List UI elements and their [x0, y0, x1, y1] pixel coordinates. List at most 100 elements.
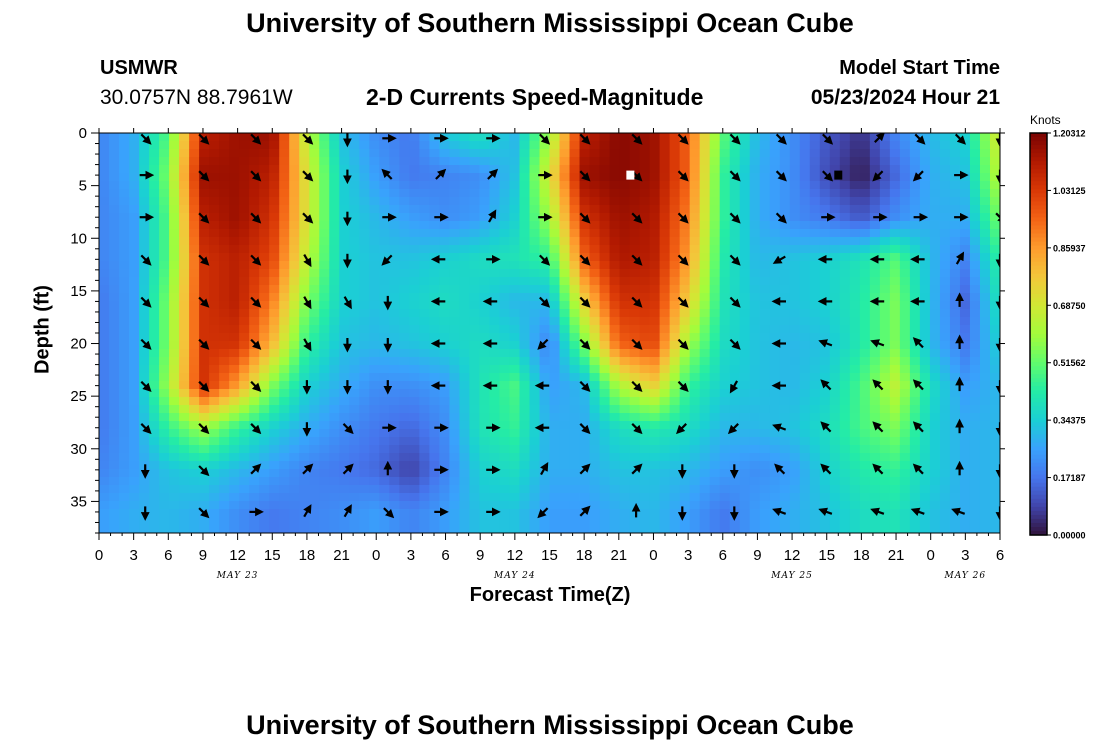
heatmap-cell — [929, 237, 941, 246]
heatmap-cell — [469, 397, 481, 406]
heatmap-cell — [689, 205, 701, 214]
heatmap-cell — [489, 357, 501, 366]
heatmap-cell — [109, 141, 120, 150]
heatmap-cell — [419, 205, 430, 214]
x-tick-label: 12 — [229, 547, 246, 564]
heatmap-cell — [699, 285, 711, 294]
heatmap-cell — [429, 501, 440, 510]
heatmap-cell — [899, 405, 911, 414]
heatmap-cell — [769, 261, 781, 270]
heatmap-cell — [719, 157, 731, 166]
heatmap-cell — [679, 197, 691, 206]
heatmap-cell — [189, 237, 200, 246]
heatmap-cell — [799, 405, 811, 414]
heatmap-cell — [529, 445, 541, 454]
heatmap-cell — [939, 501, 951, 510]
heatmap-cell — [579, 309, 591, 318]
heatmap-cell — [119, 525, 130, 533]
heatmap-cell — [249, 461, 260, 470]
heatmap-cell — [329, 197, 340, 206]
heatmap-cell — [129, 485, 140, 494]
heatmap-cell — [689, 341, 701, 350]
heatmap-cell — [919, 253, 931, 262]
heatmap-cell — [209, 197, 220, 206]
heatmap-cell — [979, 261, 991, 270]
heatmap-cell — [959, 253, 971, 262]
heatmap-cell — [279, 309, 290, 318]
heatmap-cell — [819, 405, 831, 414]
heatmap-cell — [679, 309, 691, 318]
heatmap-cell — [919, 381, 931, 390]
current-arrow — [487, 168, 499, 180]
heatmap-cell — [429, 325, 440, 334]
heatmap-cell — [959, 429, 971, 438]
heatmap-cell — [379, 149, 390, 158]
heatmap-cell — [119, 349, 130, 358]
heatmap-cell — [609, 253, 621, 262]
heatmap-cell — [919, 477, 931, 486]
heatmap-cell — [889, 493, 901, 502]
heatmap-cell — [459, 221, 471, 230]
heatmap-cell — [379, 477, 390, 486]
heatmap-cell — [629, 237, 641, 246]
heatmap-cell — [399, 509, 410, 518]
heatmap-cell — [609, 173, 621, 182]
heatmap-cell — [119, 453, 130, 462]
heatmap-cell — [749, 309, 761, 318]
heatmap-cell — [669, 461, 681, 470]
heatmap-cell — [839, 357, 851, 366]
heatmap-cell — [249, 365, 260, 374]
heatmap-cell — [559, 181, 571, 190]
heatmap-cell — [889, 485, 901, 494]
heatmap-cell — [879, 389, 891, 398]
heatmap-cell — [819, 453, 831, 462]
heatmap-cell — [959, 349, 971, 358]
heatmap-cell — [419, 213, 430, 222]
heatmap-cell — [909, 429, 921, 438]
heatmap-cell — [449, 293, 460, 302]
heatmap-cell — [339, 373, 350, 382]
heatmap-cell — [729, 221, 741, 230]
heatmap-cell — [909, 269, 921, 278]
heatmap-cell — [279, 365, 290, 374]
heatmap-cell — [849, 517, 861, 526]
colorbar-segment — [1030, 414, 1047, 420]
heatmap-cell — [949, 517, 961, 526]
colorbar-segment — [1030, 177, 1047, 182]
heatmap-cell — [209, 493, 220, 502]
heatmap-cell — [649, 453, 661, 462]
heatmap-cell — [479, 333, 491, 342]
heatmap-cell — [469, 333, 481, 342]
heatmap-cell — [939, 517, 951, 526]
heatmap-cell — [279, 517, 290, 526]
heatmap-cell — [669, 197, 681, 206]
heatmap-cell — [719, 381, 731, 390]
heatmap-cell — [349, 405, 360, 414]
heatmap-cell — [229, 365, 240, 374]
colorbar-segment — [1030, 434, 1047, 440]
heatmap-cell — [959, 181, 971, 190]
heatmap-cell — [189, 189, 200, 198]
heatmap-cell — [229, 261, 240, 270]
heatmap-cell — [609, 381, 621, 390]
heatmap-cell — [579, 349, 591, 358]
heatmap-cell — [789, 461, 801, 470]
heatmap-cell — [159, 517, 170, 526]
heatmap-cell — [239, 285, 250, 294]
heatmap-cell — [119, 413, 130, 422]
heatmap-cell — [169, 437, 180, 446]
heatmap-cell — [769, 437, 781, 446]
heatmap-cell — [219, 477, 230, 486]
heatmap-cell — [909, 405, 921, 414]
heatmap-cell — [919, 197, 931, 206]
heatmap-cell — [899, 421, 911, 430]
heatmap-cell — [379, 293, 390, 302]
heatmap-cell — [299, 453, 310, 462]
heatmap-cell — [459, 309, 471, 318]
heatmap-cell — [879, 333, 891, 342]
current-arrow — [539, 254, 551, 266]
heatmap-cell — [719, 181, 731, 190]
heatmap-cell — [409, 333, 420, 342]
heatmap-cell — [179, 501, 190, 510]
heatmap-cell — [479, 373, 491, 382]
